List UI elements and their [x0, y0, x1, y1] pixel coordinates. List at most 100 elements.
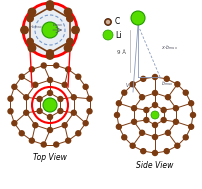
Circle shape	[72, 26, 79, 34]
Circle shape	[165, 130, 170, 135]
Circle shape	[106, 20, 109, 23]
Circle shape	[182, 135, 187, 140]
Circle shape	[47, 77, 52, 83]
Text: 9 Å: 9 Å	[117, 50, 126, 55]
Circle shape	[189, 112, 195, 118]
Text: $b_{\rm max}$: $b_{\rm max}$	[52, 21, 63, 29]
Circle shape	[174, 82, 179, 87]
Circle shape	[24, 4, 76, 56]
Circle shape	[130, 11, 144, 25]
Circle shape	[12, 84, 17, 89]
Circle shape	[152, 150, 157, 156]
Text: C: C	[115, 18, 120, 26]
Circle shape	[43, 98, 57, 112]
Circle shape	[131, 119, 136, 124]
Circle shape	[12, 121, 17, 126]
Circle shape	[71, 110, 76, 115]
Circle shape	[139, 95, 144, 100]
Circle shape	[71, 95, 76, 100]
Circle shape	[46, 1, 54, 8]
Circle shape	[21, 26, 28, 34]
Circle shape	[152, 102, 157, 108]
Circle shape	[33, 123, 38, 128]
Circle shape	[66, 15, 73, 22]
Circle shape	[66, 38, 73, 45]
Circle shape	[87, 96, 92, 101]
Circle shape	[160, 108, 165, 112]
Circle shape	[75, 131, 80, 136]
Circle shape	[41, 63, 46, 68]
Circle shape	[54, 142, 58, 147]
Text: $x{\cdot}b_{\rm max}$: $x{\cdot}b_{\rm max}$	[160, 43, 177, 52]
Circle shape	[41, 142, 46, 147]
Circle shape	[143, 108, 148, 112]
Text: Li: Li	[115, 30, 121, 40]
Circle shape	[173, 106, 178, 111]
Circle shape	[139, 130, 144, 135]
Circle shape	[27, 15, 33, 22]
Circle shape	[173, 119, 178, 124]
Circle shape	[83, 121, 88, 126]
Circle shape	[165, 95, 170, 100]
Circle shape	[140, 76, 145, 81]
Circle shape	[152, 74, 157, 80]
Circle shape	[140, 149, 145, 154]
Circle shape	[46, 52, 54, 59]
Circle shape	[114, 112, 119, 118]
Circle shape	[152, 135, 157, 139]
Circle shape	[37, 108, 42, 114]
Circle shape	[160, 118, 165, 122]
Circle shape	[152, 91, 157, 95]
Circle shape	[163, 149, 168, 154]
Circle shape	[121, 135, 126, 140]
Circle shape	[58, 97, 63, 101]
Circle shape	[116, 101, 121, 106]
Circle shape	[24, 110, 28, 115]
Circle shape	[33, 82, 38, 87]
Circle shape	[47, 128, 52, 132]
Circle shape	[27, 38, 33, 45]
Circle shape	[182, 90, 187, 95]
Circle shape	[131, 106, 136, 111]
Text: $b_{\rm max}$: $b_{\rm max}$	[160, 79, 173, 88]
Circle shape	[19, 74, 24, 79]
Circle shape	[29, 67, 34, 72]
Circle shape	[188, 124, 193, 129]
Circle shape	[188, 101, 193, 106]
Circle shape	[129, 82, 135, 87]
Circle shape	[47, 91, 52, 95]
Circle shape	[62, 123, 67, 128]
Circle shape	[163, 76, 168, 81]
Circle shape	[102, 30, 113, 40]
Circle shape	[174, 143, 179, 148]
Circle shape	[64, 44, 71, 52]
Circle shape	[62, 82, 67, 87]
Circle shape	[58, 108, 63, 114]
Circle shape	[129, 143, 135, 148]
Circle shape	[143, 118, 148, 122]
Text: Side View: Side View	[136, 161, 173, 170]
Circle shape	[19, 131, 24, 136]
Circle shape	[24, 4, 76, 56]
Text: Top View: Top View	[33, 153, 67, 162]
Circle shape	[75, 74, 80, 79]
Circle shape	[121, 90, 126, 95]
Circle shape	[54, 63, 58, 68]
Circle shape	[83, 84, 88, 89]
Circle shape	[28, 44, 36, 52]
Circle shape	[87, 109, 92, 114]
Circle shape	[65, 67, 70, 72]
Circle shape	[47, 4, 53, 10]
Text: $V_s$: $V_s$	[124, 81, 131, 90]
Circle shape	[64, 8, 71, 16]
Circle shape	[116, 124, 121, 129]
Circle shape	[29, 138, 34, 143]
Circle shape	[24, 95, 28, 100]
Text: $x{\cdot}b_{\rm max}$: $x{\cdot}b_{\rm max}$	[28, 23, 42, 31]
Circle shape	[65, 138, 70, 143]
Circle shape	[104, 19, 111, 26]
Circle shape	[28, 8, 36, 16]
Circle shape	[152, 122, 157, 128]
Circle shape	[8, 96, 13, 101]
Circle shape	[47, 115, 52, 119]
